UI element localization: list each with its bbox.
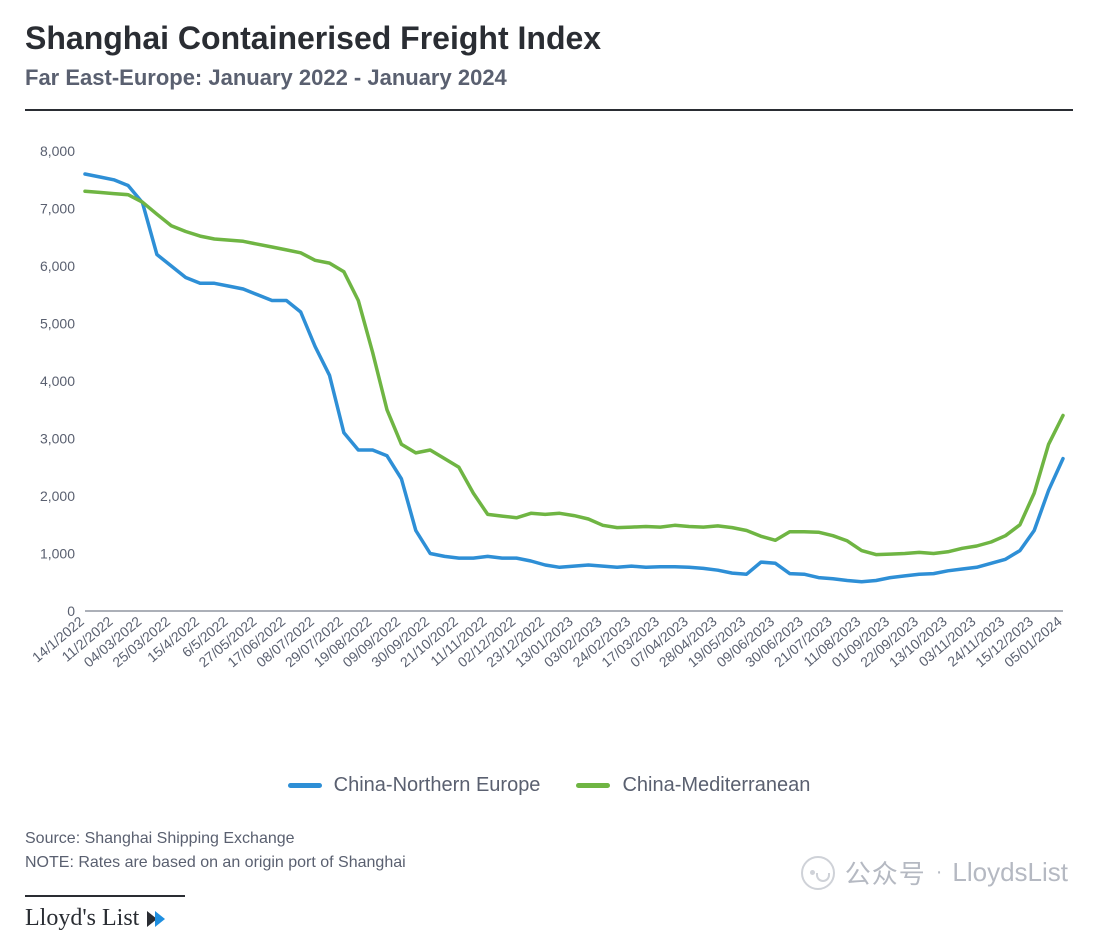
y-tick-label: 3,000 [40,431,75,447]
brand-play-icon [145,908,167,930]
brand-divider [25,895,185,897]
y-tick-label: 5,000 [40,316,75,332]
chart-title: Shanghai Containerised Freight Index [25,20,1073,57]
brand-text: Lloyd's List [25,905,139,932]
y-tick-label: 4,000 [40,373,75,389]
y-tick-label: 6,000 [40,258,75,274]
legend-swatch [576,783,610,788]
brand-logo: Lloyd's List [25,905,1073,932]
y-tick-label: 7,000 [40,201,75,217]
y-tick-label: 8,000 [40,143,75,159]
watermark-cn: 公众号 [845,854,926,891]
legend-swatch [288,783,322,788]
legend-item: China-Northern Europe [288,774,541,797]
chart-canvas: 01,0002,0003,0004,0005,0006,0007,0008,00… [25,141,1073,741]
line-chart: 01,0002,0003,0004,0005,0006,0007,0008,00… [25,141,1073,741]
legend-item: China-Mediterranean [576,774,810,797]
watermark-dot: · [936,861,943,884]
source-text: Source: Shanghai Shipping Exchange [25,827,1073,851]
series-line [85,191,1063,554]
chart-subtitle: Far East-Europe: January 2022 - January … [25,65,1073,91]
wechat-icon [801,856,835,890]
series-line [85,174,1063,582]
watermark-en: LloydsList [952,857,1068,888]
legend-label: China-Mediterranean [622,774,810,797]
legend-label: China-Northern Europe [334,774,541,797]
watermark: 公众号 · LloydsList [801,854,1068,891]
y-tick-label: 2,000 [40,488,75,504]
chart-legend: China-Northern Europe China-Mediterranean [25,771,1073,797]
header-divider [25,109,1073,111]
y-tick-label: 1,000 [40,546,75,562]
